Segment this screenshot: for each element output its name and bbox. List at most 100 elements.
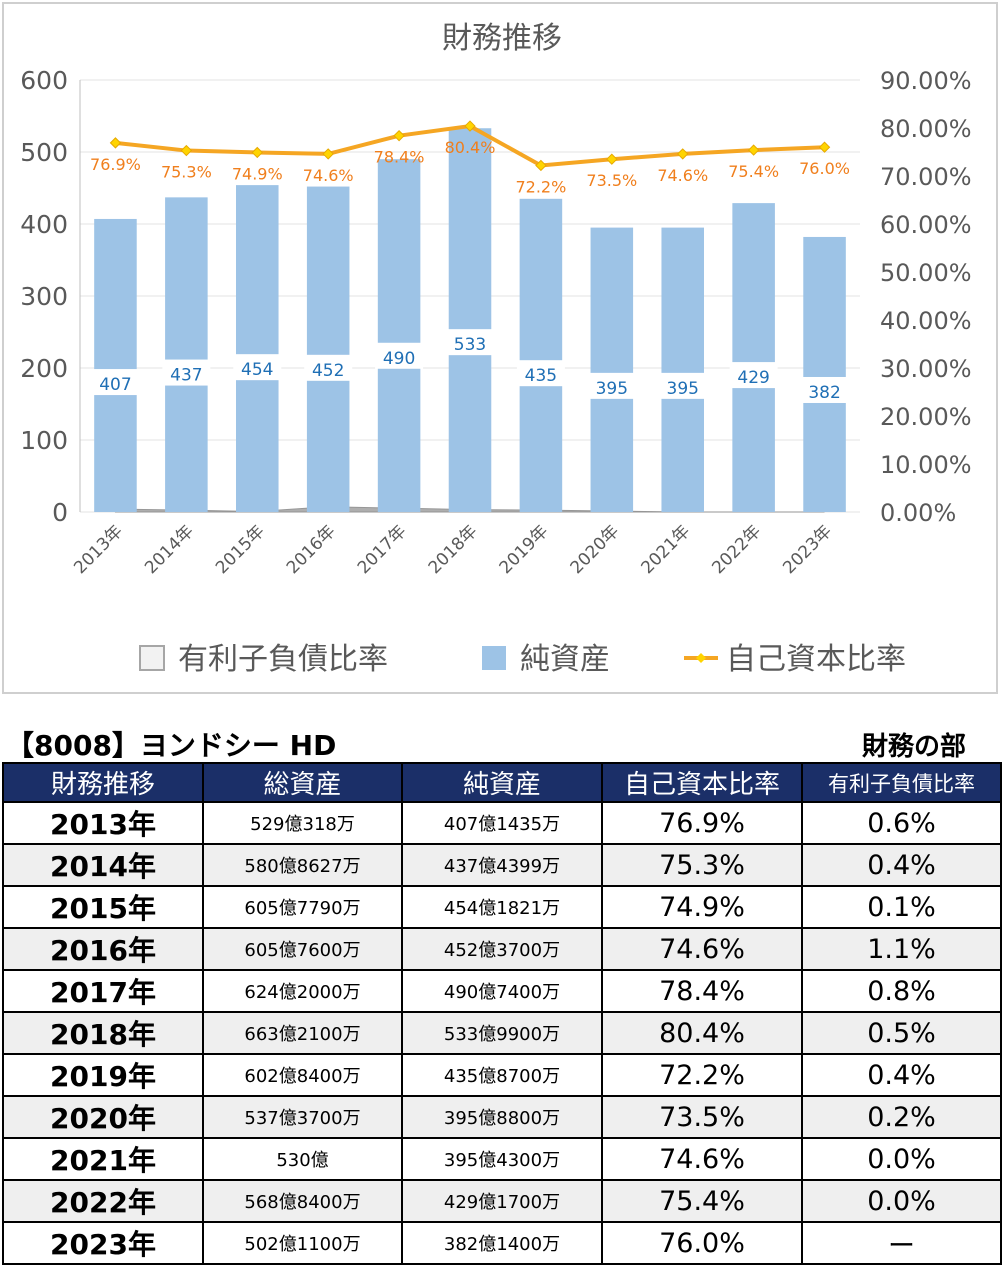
- cell-year: 2017年: [2, 969, 204, 1013]
- bar-label-bg: [304, 354, 353, 381]
- bar-label-bg: [375, 342, 424, 369]
- y-tick-label: 200: [20, 354, 68, 383]
- equity-ratio-marker: [464, 120, 476, 132]
- cell-total-assets: 602億8400万: [202, 1053, 403, 1097]
- bar-label-bg: [516, 360, 565, 387]
- net-assets-bar: [377, 159, 421, 512]
- table-header-row: 財務推移 総資産 純資産 自己資本比率 有利子負債比率: [2, 762, 1002, 803]
- cell-net-assets: 437億4399万: [401, 843, 603, 887]
- net-assets-bar: [661, 227, 704, 512]
- bar-data-label: 490: [383, 349, 415, 369]
- table-row: 2017年 624億2000万 490億7400万 78.4% 0.8%: [2, 969, 1002, 1013]
- y2-tick-label: 30.00%: [880, 355, 972, 383]
- table-row: 2014年 580億8627万 437億4399万 75.3% 0.4%: [2, 843, 1002, 887]
- table-row: 2023年 502億1100万 382億1400万 76.0% ー: [2, 1221, 1002, 1265]
- cell-year: 2015年: [2, 885, 204, 929]
- x-tick-label: 2014年: [141, 521, 198, 578]
- line-data-label: 76.0%: [799, 159, 850, 178]
- table-row: 2016年 605億7600万 452億3700万 74.6% 1.1%: [2, 927, 1002, 971]
- cell-debt-ratio: 0.2%: [801, 1095, 1002, 1139]
- y2-tick-label: 60.00%: [880, 211, 972, 239]
- cell-year: 2019年: [2, 1053, 204, 1097]
- y2-tick-label: 10.00%: [880, 451, 972, 479]
- x-tick-label: 2013年: [70, 521, 127, 578]
- y-tick-label: 0: [52, 498, 68, 527]
- table-row: 2019年 602億8400万 435億8700万 72.2% 0.4%: [2, 1053, 1002, 1097]
- line-data-label: 75.3%: [161, 163, 212, 182]
- x-tick-label: 2018年: [425, 521, 482, 578]
- bar-label-bg: [658, 372, 707, 399]
- cell-equity-ratio: 74.6%: [601, 927, 803, 971]
- cell-net-assets: 454億1821万: [401, 885, 603, 929]
- cell-year: 2014年: [2, 843, 204, 887]
- cell-total-assets: 502億1100万: [202, 1221, 403, 1265]
- bar-data-label: 435: [525, 366, 557, 386]
- cell-equity-ratio: 72.2%: [601, 1053, 803, 1097]
- x-tick-label: 2022年: [708, 521, 765, 578]
- table-row: 2018年 663億2100万 533億9900万 80.4% 0.5%: [2, 1011, 1002, 1055]
- line-data-label: 74.6%: [657, 166, 708, 185]
- col-header-debt-ratio: 有利子負債比率: [801, 762, 1002, 803]
- cell-debt-ratio: 0.0%: [801, 1179, 1002, 1223]
- cell-equity-ratio: 78.4%: [601, 969, 803, 1013]
- x-tick-label: 2017年: [354, 521, 411, 578]
- cell-equity-ratio: 80.4%: [601, 1011, 803, 1055]
- cell-year: 2013年: [2, 801, 204, 845]
- cell-net-assets: 382億1400万: [401, 1221, 603, 1265]
- cell-debt-ratio: ー: [801, 1221, 1002, 1265]
- cell-year: 2018年: [2, 1011, 204, 1055]
- line-data-label: 80.4%: [445, 138, 496, 157]
- table-body: 2013年 529億318万 407億1435万 76.9% 0.6% 2014年 580億…: [2, 801, 1002, 1265]
- net-assets-bar: [732, 203, 775, 512]
- equity-ratio-marker: [322, 148, 334, 160]
- cell-net-assets: 407億1435万: [401, 801, 603, 845]
- line-data-label: 75.4%: [728, 162, 779, 181]
- bar-label-bg: [233, 354, 282, 381]
- cell-debt-ratio: 0.5%: [801, 1011, 1002, 1055]
- line-data-label: 74.6%: [303, 166, 354, 185]
- cell-year: 2016年: [2, 927, 204, 971]
- col-header-total-assets: 総資産: [202, 762, 403, 803]
- equity-ratio-marker: [535, 159, 547, 172]
- legend-label-net-assets: 純資産: [520, 642, 610, 677]
- section-heading: 財務の部: [861, 732, 966, 762]
- cell-debt-ratio: 0.4%: [801, 843, 1002, 887]
- table-row: 2020年 537億3700万 395億8800万 73.5% 0.2%: [2, 1095, 1002, 1139]
- y2-tick-label: 70.00%: [880, 163, 972, 191]
- net-assets-bar: [590, 227, 634, 512]
- line-data-label: 73.5%: [586, 171, 637, 190]
- bar-label-bg: [162, 359, 211, 386]
- bar-data-label: 437: [170, 366, 202, 386]
- bar-label-bg: [587, 372, 636, 399]
- bar-data-label: 454: [241, 360, 273, 380]
- legend-swatch-net-assets: [482, 646, 506, 670]
- cell-debt-ratio: 0.8%: [801, 969, 1002, 1013]
- x-tick-label: 2016年: [283, 521, 340, 578]
- equity-ratio-marker: [251, 146, 263, 159]
- cell-debt-ratio: 0.4%: [801, 1053, 1002, 1097]
- table-row: 2021年 530億 395億4300万 74.6% 0.0%: [2, 1137, 1002, 1181]
- x-tick-label: 2023年: [779, 521, 836, 578]
- bar-data-label: 395: [667, 379, 699, 399]
- y-tick-label: 500: [20, 138, 68, 167]
- legend-label-equity-ratio: 自己資本比率: [726, 642, 906, 677]
- bar-label-bg: [446, 329, 494, 356]
- cell-net-assets: 490億7400万: [401, 969, 603, 1013]
- y-tick-label: 600: [20, 66, 68, 95]
- table-row: 2022年 568億8400万 429億1700万 75.4% 0.0%: [2, 1179, 1002, 1223]
- cell-total-assets: 537億3700万: [202, 1095, 403, 1139]
- chart-svg: 財務推移 0 100 200 300 400 500 600 0.00% 10.00% 20.00%…: [20, 21, 972, 677]
- y2-tick-label: 80.00%: [880, 115, 972, 143]
- cell-equity-ratio: 76.0%: [601, 1221, 803, 1265]
- legend-swatch-debt-ratio: [139, 645, 165, 671]
- y2-tick-label: 50.00%: [880, 259, 972, 287]
- legend-label-debt-ratio: 有利子負債比率: [178, 642, 388, 677]
- cell-debt-ratio: 0.0%: [801, 1137, 1002, 1181]
- cell-equity-ratio: 74.6%: [601, 1137, 803, 1181]
- net-assets-bar: [448, 128, 492, 512]
- net-assets-bar: [306, 186, 350, 512]
- cell-net-assets: 533億9900万: [401, 1011, 603, 1055]
- cell-equity-ratio: 75.3%: [601, 843, 803, 887]
- y-tick-label: 100: [20, 426, 68, 455]
- cell-equity-ratio: 73.5%: [601, 1095, 803, 1139]
